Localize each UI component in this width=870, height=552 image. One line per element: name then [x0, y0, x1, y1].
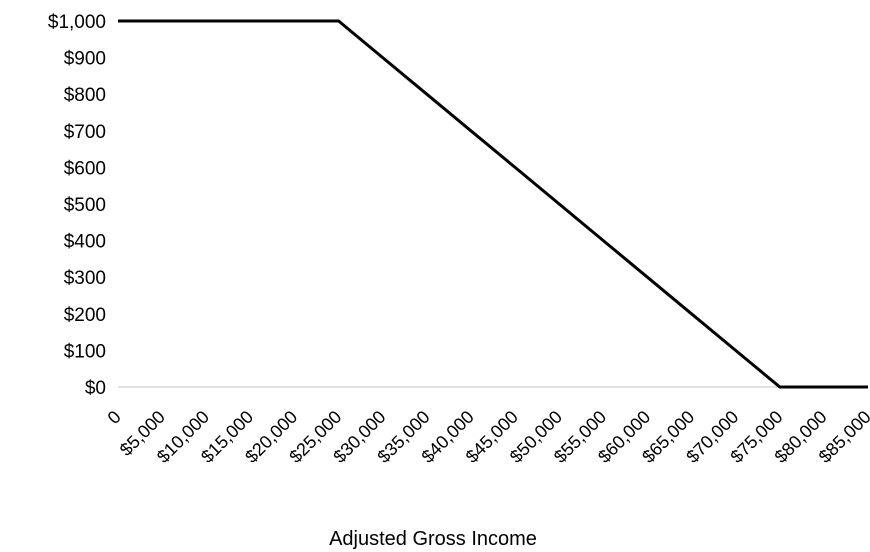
y-tick-label: $800	[64, 85, 106, 106]
y-tick-label: $700	[64, 122, 106, 143]
x-tick-label: 0	[104, 407, 125, 428]
y-tick-label: $0	[85, 378, 106, 399]
y-tick-label: $100	[64, 341, 106, 362]
y-tick-label: $500	[64, 195, 106, 216]
y-tick-label: $400	[64, 232, 106, 253]
series-line	[118, 19, 868, 389]
y-tick-label: $300	[64, 268, 106, 289]
x-axis-label: Adjusted Gross Income	[329, 528, 537, 550]
y-tick-label: $1,000	[48, 12, 106, 33]
x-axis-ticks: 0$5,000$10,000$15,000$20,000$25,000$30,0…	[104, 407, 870, 467]
y-tick-label: $600	[64, 158, 106, 179]
y-tick-label: $200	[64, 305, 106, 326]
y-tick-label: $900	[64, 49, 106, 70]
y-axis-ticks: $0 $100 $200 $300 $400 $500 $600 $700 $800 $900 $1…	[48, 12, 106, 399]
